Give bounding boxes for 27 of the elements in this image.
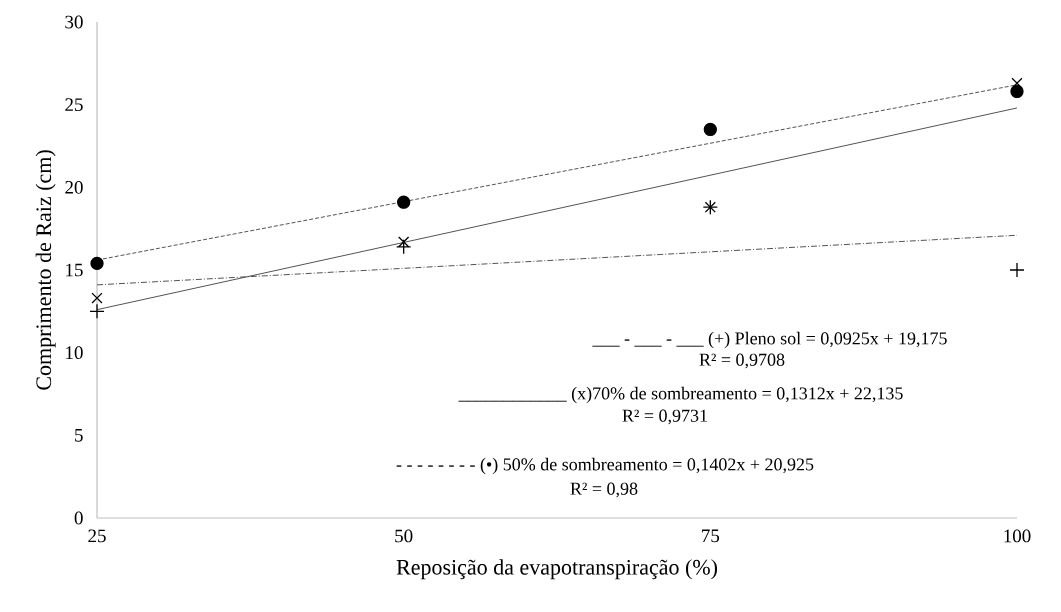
point <box>703 122 717 137</box>
point <box>397 195 411 209</box>
annotation: ____________ (x)70% de sombreamento = 0,1312x + 22,135 <box>458 386 903 404</box>
annotation: R² = 0,9708 <box>699 353 785 369</box>
point <box>1010 84 1024 99</box>
y-tick-label: 10 <box>66 346 83 360</box>
point <box>1009 262 1025 278</box>
x-tick-label: 100 <box>1004 529 1031 543</box>
y-axis-title: Comprimento de Raiz (cm) <box>35 150 56 390</box>
y-tick-label: 0 <box>74 511 83 525</box>
y-tick-label: 30 <box>65 15 83 29</box>
point <box>89 303 105 319</box>
x-tick-label: 75 <box>702 529 720 543</box>
annotation: R² = 0,98 <box>570 482 638 498</box>
x-axis-title: Reposição da evapotranspiração (%) <box>396 559 718 580</box>
annotation: ___ - ___ - ___ (+) Pleno sol = 0,0925x + 19,175 <box>592 331 947 349</box>
y-tick-label: 20 <box>65 180 83 194</box>
point <box>91 292 103 304</box>
annotation: R² = 0,9731 <box>622 409 707 425</box>
y-tick-label: 15 <box>66 263 83 277</box>
point <box>396 239 412 255</box>
x-tick-label: 25 <box>88 529 106 543</box>
y-tick-label: 5 <box>75 429 83 442</box>
point <box>90 256 104 271</box>
annotation: - - - - - - - - (•) 50% de sombreamento = 0,1402x + 20,925 <box>396 457 814 475</box>
x-tick-label: 50 <box>395 529 413 543</box>
y-tick-label: 25 <box>65 98 83 112</box>
